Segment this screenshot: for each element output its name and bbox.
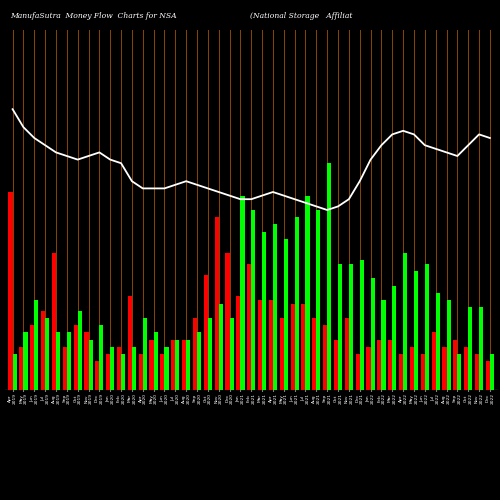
Bar (8, 192, 12, 390)
Bar (458, 354, 462, 390)
Bar (356, 354, 360, 390)
Bar (171, 340, 175, 390)
Bar (425, 264, 429, 390)
Bar (110, 347, 114, 390)
Bar (382, 300, 386, 390)
Bar (269, 300, 273, 390)
Bar (208, 318, 212, 390)
Bar (62, 347, 67, 390)
Bar (262, 232, 266, 390)
Bar (345, 318, 349, 390)
Bar (284, 239, 288, 390)
Bar (327, 163, 332, 390)
Bar (236, 296, 240, 390)
Bar (403, 253, 407, 390)
Bar (45, 318, 50, 390)
Bar (74, 325, 78, 390)
Bar (334, 340, 338, 390)
Bar (154, 332, 158, 390)
Bar (302, 304, 306, 390)
Bar (323, 325, 327, 390)
Bar (138, 354, 143, 390)
Bar (490, 354, 494, 390)
Bar (41, 311, 45, 390)
Bar (182, 340, 186, 390)
Bar (366, 347, 370, 390)
Bar (240, 196, 244, 390)
Bar (306, 196, 310, 390)
Bar (464, 347, 468, 390)
Bar (432, 332, 436, 390)
Text: ManufaSutra  Money Flow  Charts for NSA: ManufaSutra Money Flow Charts for NSA (10, 12, 176, 20)
Bar (20, 347, 24, 390)
Bar (186, 340, 190, 390)
Bar (486, 361, 490, 390)
Bar (84, 332, 88, 390)
Bar (160, 354, 164, 390)
Bar (34, 300, 38, 390)
Bar (121, 354, 125, 390)
Bar (52, 253, 56, 390)
Bar (273, 224, 277, 390)
Bar (392, 286, 396, 390)
Bar (143, 318, 147, 390)
Bar (100, 325, 103, 390)
Bar (475, 354, 479, 390)
Bar (96, 361, 100, 390)
Bar (420, 354, 425, 390)
Bar (453, 340, 458, 390)
Text: (National Storage   Affiliat: (National Storage Affiliat (250, 12, 352, 20)
Bar (378, 340, 382, 390)
Bar (410, 347, 414, 390)
Bar (252, 210, 256, 390)
Bar (446, 300, 450, 390)
Bar (290, 304, 294, 390)
Bar (218, 304, 223, 390)
Bar (197, 332, 201, 390)
Bar (280, 318, 284, 390)
Bar (338, 264, 342, 390)
Bar (294, 217, 299, 390)
Bar (176, 340, 180, 390)
Bar (258, 300, 262, 390)
Bar (214, 217, 218, 390)
Bar (468, 307, 472, 390)
Bar (30, 325, 34, 390)
Bar (349, 264, 353, 390)
Bar (106, 354, 110, 390)
Bar (88, 340, 92, 390)
Bar (204, 275, 208, 390)
Bar (12, 354, 16, 390)
Bar (312, 318, 316, 390)
Bar (247, 264, 251, 390)
Bar (150, 340, 154, 390)
Bar (117, 347, 121, 390)
Bar (360, 260, 364, 390)
Bar (442, 347, 446, 390)
Bar (24, 332, 28, 390)
Bar (128, 296, 132, 390)
Bar (132, 347, 136, 390)
Bar (399, 354, 403, 390)
Bar (226, 253, 230, 390)
Bar (230, 318, 234, 390)
Bar (67, 332, 71, 390)
Bar (164, 347, 168, 390)
Bar (56, 332, 60, 390)
Bar (370, 278, 374, 390)
Bar (388, 340, 392, 390)
Bar (316, 210, 320, 390)
Bar (436, 293, 440, 390)
Bar (479, 307, 483, 390)
Bar (78, 311, 82, 390)
Bar (414, 271, 418, 390)
Bar (193, 318, 197, 390)
